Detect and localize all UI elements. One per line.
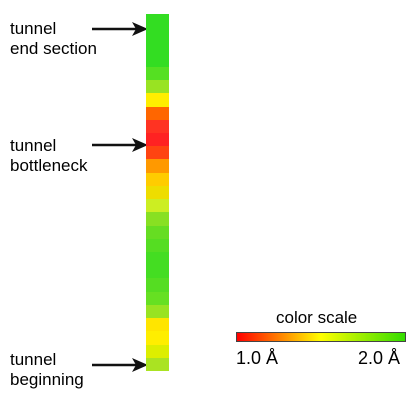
color-scale-max-label: 2.0 Å <box>358 348 401 368</box>
tunnel-segment <box>146 331 169 346</box>
tunnel-segment <box>146 291 169 306</box>
tunnel-segment <box>146 172 169 187</box>
tunnel-segment <box>146 119 169 134</box>
color-scale-gradient <box>236 332 406 342</box>
tunnel-end-section-label: tunnel end section <box>10 19 97 58</box>
tunnel-segment <box>146 40 169 55</box>
tunnel-segment <box>146 304 169 319</box>
tunnel-segment <box>146 80 169 94</box>
tunnel-segment <box>146 159 169 174</box>
tunnel-segment <box>146 252 169 266</box>
tunnel-segment <box>146 27 169 41</box>
color-scale-min-label: 1.0 Å <box>236 348 279 368</box>
tunnel-segment <box>146 344 169 359</box>
color-scale-title: color scale <box>276 308 358 327</box>
tunnel-segment <box>146 14 169 28</box>
tunnel-segment <box>146 66 169 81</box>
tunnel-segment <box>146 185 169 200</box>
tunnel-beginning-label: tunnel beginning <box>10 350 84 389</box>
beginning-arrow <box>92 358 148 372</box>
tunnel-segment <box>146 357 169 372</box>
tunnel-segment <box>146 133 169 147</box>
tunnel-segment <box>146 212 169 227</box>
tunnel-segment <box>146 318 169 332</box>
tunnel-segment <box>146 53 169 68</box>
tunnel-segment <box>146 278 169 293</box>
end-section-arrow <box>92 22 148 36</box>
bottleneck-arrow <box>92 138 148 152</box>
tunnel-color-bar <box>146 14 169 372</box>
tunnel-segment <box>146 199 169 213</box>
tunnel-segment <box>146 225 169 240</box>
tunnel-segment <box>146 265 169 279</box>
tunnel-bottleneck-label: tunnel bottleneck <box>10 136 88 175</box>
tunnel-segment <box>146 93 169 108</box>
tunnel-segment <box>146 106 169 121</box>
tunnel-segment <box>146 146 169 160</box>
tunnel-segment <box>146 238 169 253</box>
